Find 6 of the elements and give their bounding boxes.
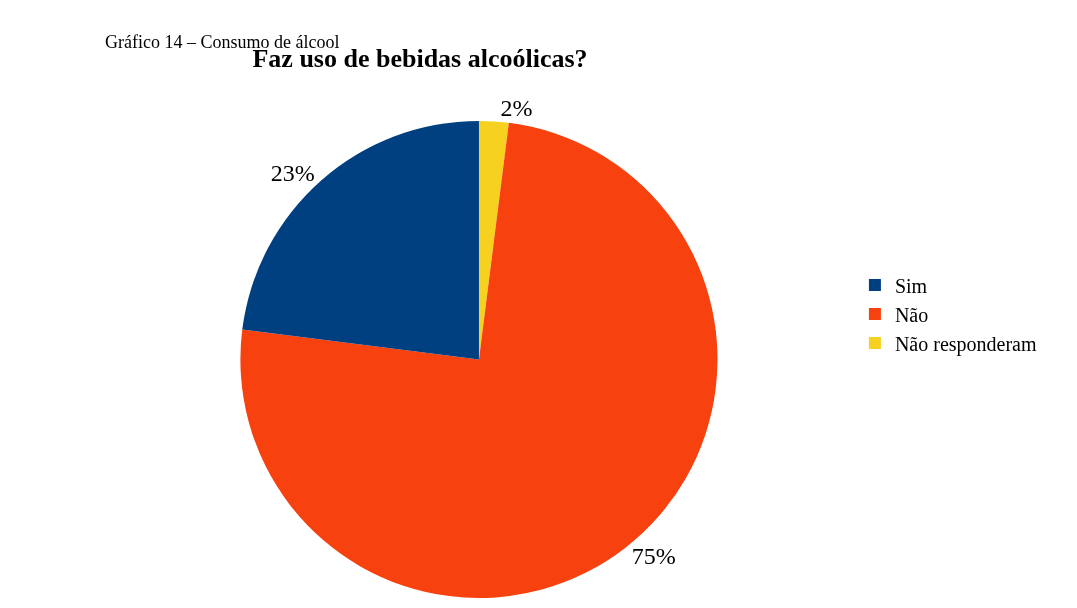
- legend-label: Sim: [894, 274, 928, 297]
- legend-label: Não: [894, 303, 929, 326]
- data-label: 2%: [500, 95, 533, 122]
- data-label: 75%: [631, 543, 676, 570]
- data-label: 23%: [270, 160, 315, 187]
- legend-label: Não responderam: [894, 332, 1037, 356]
